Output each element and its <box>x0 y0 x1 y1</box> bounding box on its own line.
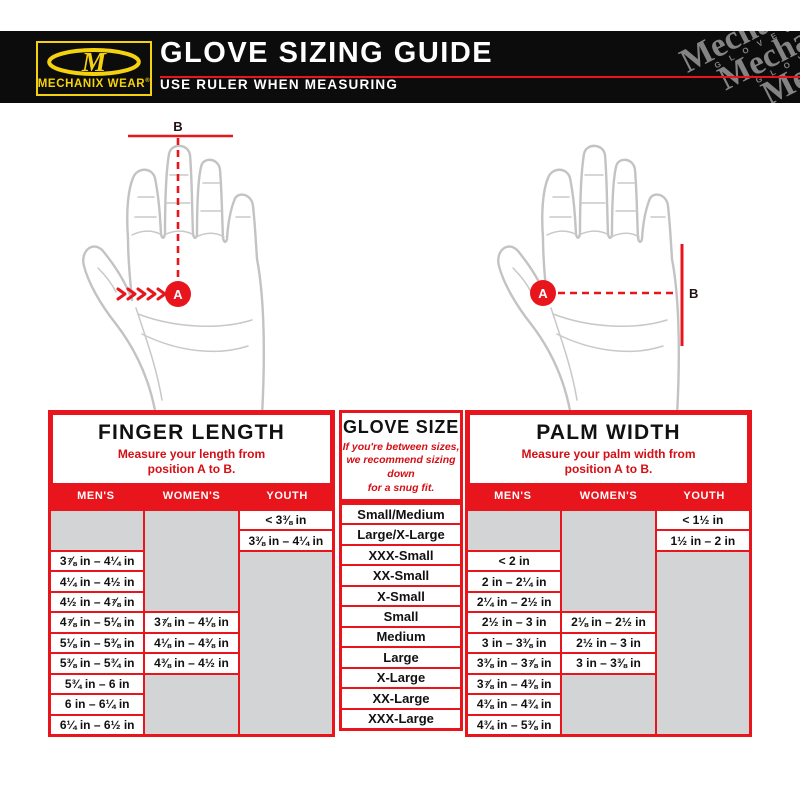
size-range-cell: 4⅜ in – 4½ in <box>144 653 239 674</box>
palm-creases <box>97 174 253 401</box>
column-header-mens: MEN'S <box>494 489 532 502</box>
glove-size-cell: Small/Medium <box>341 504 461 525</box>
glove-size-cell: Large/X-Large <box>341 524 461 545</box>
table-subtitle: Measure your length from position A to B… <box>117 447 266 477</box>
point-a-label: A <box>538 286 548 301</box>
finger-length-measurement: B A <box>116 119 233 307</box>
finger-length-columns: MEN'S WOMEN'S YOUTH <box>48 483 335 508</box>
glove-size-cell: X-Large <box>341 667 461 689</box>
column-header-womens: WOMEN'S <box>579 489 638 502</box>
glove-size-cell: XXX-Small <box>341 544 461 566</box>
size-range-cell: 3⅜ in – 4¼ in <box>238 530 333 551</box>
point-a-marker <box>530 280 556 306</box>
title-underline <box>160 76 800 78</box>
table-title: PALM WIDTH <box>536 420 681 444</box>
table-subtitle: Measure your palm width from position A … <box>521 447 696 477</box>
empty-cell <box>467 510 562 551</box>
size-range-cell: 3⅜ in – 3⅞ in <box>467 653 562 674</box>
size-range-cell: 3 in – 3⅜ in <box>467 632 562 654</box>
glove-size-cell: XX-Small <box>341 565 461 586</box>
finger-length-grid: < 3⅜ in 3⅜ in – 4¼ in 3⅞ in – 4¼ in 4¼ i… <box>48 508 335 737</box>
palm-width-hand-diagram: A B <box>497 144 698 412</box>
palm-width-header: PALM WIDTH Measure your palm width from … <box>465 410 752 483</box>
size-range-cell: 6 in – 6¼ in <box>50 694 145 715</box>
palm-creases <box>512 174 668 401</box>
size-range-cell: 5⅛ in – 5⅜ in <box>50 632 145 654</box>
empty-cell <box>561 673 656 735</box>
empty-cell <box>144 510 239 613</box>
palm-width-table: PALM WIDTH Measure your palm width from … <box>465 410 752 737</box>
column-header-womens: WOMEN'S <box>162 489 221 502</box>
table-subtitle: If you're between sizes, we recommend si… <box>342 440 460 494</box>
size-range-cell: 4½ in – 4⅞ in <box>50 591 145 613</box>
header-bar: Mechanix G L O V E S Mechanix G L O V E … <box>0 31 800 103</box>
glove-size-cell: XXX-Large <box>341 708 461 729</box>
point-b-label: B <box>689 286 698 301</box>
glove-size-cell: Small <box>341 606 461 627</box>
size-range-cell: 2¼ in – 2½ in <box>467 591 562 613</box>
brand-name: MECHANIX WEAR® <box>37 77 151 90</box>
column-header-youth: YOUTH <box>266 489 308 502</box>
palm-width-measurement: A B <box>530 244 698 346</box>
size-range-cell: 4¼ in – 4½ in <box>50 571 145 592</box>
svg-text:M: M <box>81 47 107 77</box>
glove-size-table: GLOVE SIZE If you're between sizes, we r… <box>339 410 463 731</box>
size-range-cell: 4⅞ in – 5⅛ in <box>50 612 145 633</box>
finger-length-header: FINGER LENGTH Measure your length from p… <box>48 410 335 483</box>
size-range-cell: 4¾ in – 5⅜ in <box>467 714 562 735</box>
empty-cell <box>561 510 656 613</box>
size-range-cell: 2⅛ in – 2½ in <box>561 612 656 633</box>
point-a-label: A <box>173 287 183 302</box>
glove-size-grid: Small/Medium Large/X-Large XXX-Small XX-… <box>339 502 463 731</box>
mechanix-m-icon: M <box>47 47 141 77</box>
size-range-cell: 2 in – 2¼ in <box>467 571 562 592</box>
mechanix-logo: M MECHANIX WEAR® <box>36 41 152 96</box>
glove-size-cell: Medium <box>341 626 461 648</box>
page-title: GLOVE SIZING GUIDE <box>160 37 494 69</box>
page-subtitle: USE RULER WHEN MEASURING <box>160 76 399 92</box>
palm-width-columns: MEN'S WOMEN'S YOUTH <box>465 483 752 508</box>
empty-cell <box>655 550 750 735</box>
size-range-cell: < 2 in <box>467 550 562 572</box>
size-range-cell: 3⅞ in – 4⅜ in <box>467 673 562 695</box>
size-range-cell: 2½ in – 3 in <box>561 632 656 654</box>
point-a-marker <box>165 281 191 307</box>
size-range-cell: 4⅜ in – 4¾ in <box>467 694 562 715</box>
glove-size-cell: Large <box>341 647 461 668</box>
size-range-cell: 1½ in – 2 in <box>655 530 750 551</box>
size-range-cell: 6¼ in – 6½ in <box>50 714 145 735</box>
size-range-cell: 3⅞ in – 4¼ in <box>50 550 145 572</box>
size-range-cell: 3⅞ in – 4⅛ in <box>144 612 239 633</box>
finger-length-table: FINGER LENGTH Measure your length from p… <box>48 410 335 737</box>
point-b-label: B <box>173 119 182 134</box>
column-header-youth: YOUTH <box>683 489 725 502</box>
hand-outline <box>82 144 266 412</box>
size-range-cell: < 3⅜ in <box>238 510 333 531</box>
empty-cell <box>238 550 333 735</box>
size-range-cell: 5¾ in – 6 in <box>50 673 145 695</box>
table-title: GLOVE SIZE <box>342 416 460 437</box>
glove-size-header: GLOVE SIZE If you're between sizes, we r… <box>339 410 463 502</box>
column-header-mens: MEN'S <box>77 489 115 502</box>
empty-cell <box>50 510 145 551</box>
size-range-cell: 4⅛ in – 4⅜ in <box>144 632 239 654</box>
size-range-cell: 2½ in – 3 in <box>467 612 562 633</box>
finger-length-hand-diagram: B A <box>82 119 266 412</box>
size-range-cell: < 1½ in <box>655 510 750 531</box>
palm-width-grid: < 1½ in 1½ in – 2 in < 2 in 2 in – 2¼ in… <box>465 508 752 737</box>
hand-outline <box>497 144 681 412</box>
glove-size-cell: X-Small <box>341 585 461 607</box>
size-range-cell: 3 in – 3⅜ in <box>561 653 656 674</box>
table-title: FINGER LENGTH <box>97 420 286 444</box>
empty-cell <box>144 673 239 735</box>
brand-watermark: Mechanix G L O V E S Mechanix G L O V E … <box>675 31 800 103</box>
glove-size-cell: XX-Large <box>341 688 461 709</box>
size-range-cell: 5⅜ in – 5¾ in <box>50 653 145 674</box>
